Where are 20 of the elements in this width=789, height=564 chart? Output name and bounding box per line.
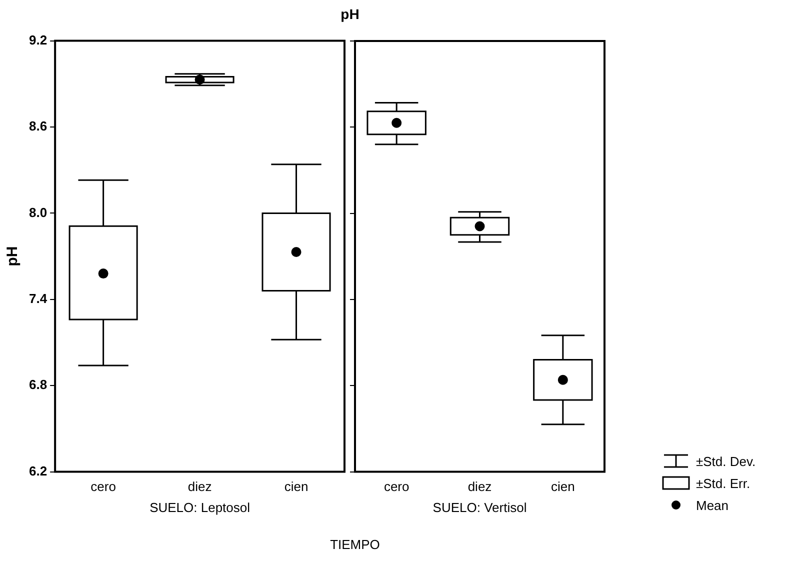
y-axis-title: pH [4,246,22,266]
x-tick-label: cien [550,479,575,494]
x-tick-label: cero [90,479,116,494]
text: ±Std. Err. [696,476,750,490]
y-tick-label: 8.6 [28,118,48,134]
y-tick-label: 8.0 [28,204,48,220]
x-axis-title: SUELO: Vertisol [432,500,527,515]
text: TIEMPO [329,537,381,552]
y-tick-label: 6.2 [28,463,48,478]
x-tick-label: diez [188,479,212,494]
x-tick-label: cero [384,479,410,494]
x-axis-title: SUELO: Leptosol [150,500,250,515]
y-tick-label: 6.8 [28,377,48,392]
x-tick-label: diez [468,479,492,494]
text: ±Std. Dev. [696,454,756,468]
y-tick-label: 7.4 [28,290,48,306]
chart-title: pH [340,6,360,22]
x-tick-label: cien [284,479,308,494]
y-tick-label: 9.2 [28,32,48,48]
text: Mean [696,498,729,512]
